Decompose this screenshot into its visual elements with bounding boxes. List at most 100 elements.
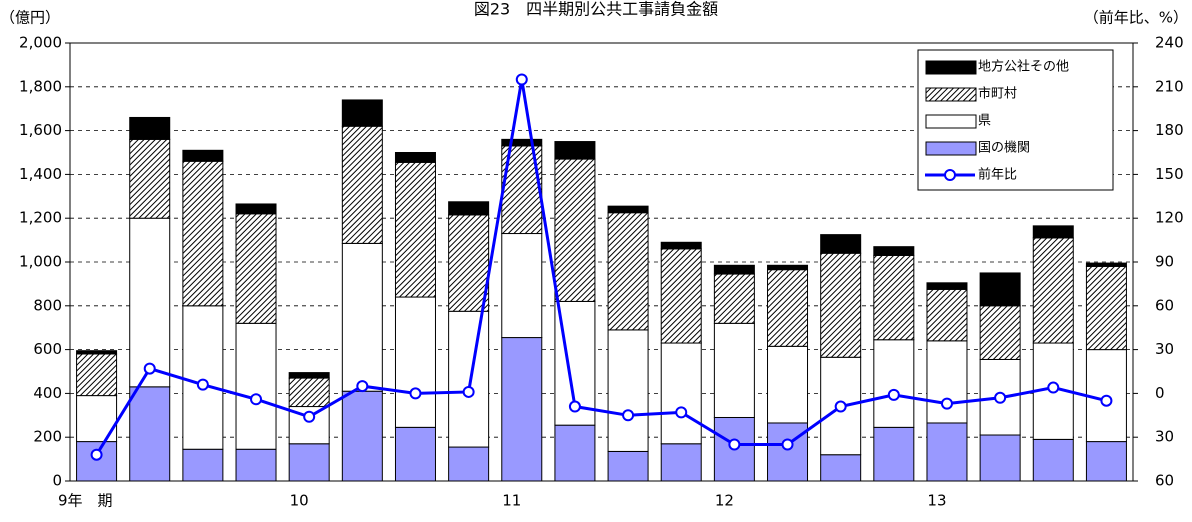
- legend-swatch: [925, 141, 977, 156]
- bar-segment: [820, 454, 862, 482]
- line-marker: [622, 409, 635, 422]
- bar-segment: [235, 322, 277, 450]
- bar-segment: [660, 342, 702, 445]
- bar-segment: [448, 310, 490, 448]
- legend-label: 市町村: [978, 86, 1017, 102]
- y-tick-label: 0: [52, 472, 62, 490]
- line-marker: [143, 362, 156, 375]
- line-marker: [1047, 381, 1060, 394]
- bar-segment: [235, 203, 277, 215]
- bar-segment: [607, 329, 649, 452]
- bar-segment: [288, 443, 330, 482]
- bar-segment: [394, 296, 436, 428]
- bar-segment: [182, 448, 224, 482]
- y-tick-label: 200: [33, 428, 62, 446]
- legend-label: 前年比: [978, 167, 1017, 183]
- bar-segment: [660, 248, 702, 344]
- legend-marker: [944, 169, 956, 181]
- line-marker: [250, 393, 263, 406]
- bar-segment: [182, 160, 224, 307]
- line-series: [95, 79, 1107, 456]
- legend-swatch: [925, 87, 977, 102]
- legend-label: 地方公社その他: [978, 59, 1069, 75]
- x-tick-label: 12: [715, 492, 734, 510]
- line-marker: [515, 73, 528, 86]
- x-tick-label: 11: [502, 492, 521, 510]
- line-marker: [728, 438, 741, 451]
- bar-segment: [607, 205, 649, 214]
- y-tick-label: 1,800: [19, 77, 62, 95]
- bar-segment: [820, 252, 862, 358]
- bar-segment: [235, 213, 277, 324]
- chart-title: 図23 四半期別公共工事請負金額: [474, 0, 718, 19]
- y-axis-label: （億円）: [0, 9, 60, 27]
- bar-segment: [341, 125, 383, 244]
- bar-segment: [129, 386, 171, 482]
- bar-segment: [448, 201, 490, 216]
- bar-segment: [448, 446, 490, 482]
- legend-swatch: [925, 60, 977, 75]
- y2-tick-label: 240: [1155, 34, 1184, 52]
- y2-tick-label: 90: [1155, 253, 1174, 271]
- line-marker: [940, 397, 953, 410]
- bar-segment: [607, 450, 649, 482]
- legend-label: 県: [978, 114, 991, 129]
- line-marker: [675, 406, 688, 419]
- bar-segment: [341, 242, 383, 392]
- y-tick-label: 600: [33, 340, 62, 358]
- bar-segment: [129, 138, 171, 219]
- bar-segment: [1085, 441, 1127, 482]
- bar-segment: [873, 254, 915, 341]
- bar-segment: [979, 272, 1021, 307]
- y-tick-label: 1,000: [19, 253, 62, 271]
- y2-tick-label: 60: [1155, 296, 1174, 314]
- bar-segment: [767, 422, 809, 482]
- line-marker: [781, 438, 794, 451]
- bar-segment: [235, 448, 277, 482]
- bar-segment: [979, 434, 1021, 482]
- bar-segment: [554, 141, 596, 160]
- line-marker: [834, 400, 847, 413]
- bar-segment: [182, 149, 224, 162]
- bar-segment: [288, 372, 330, 379]
- bar-segment: [341, 390, 383, 482]
- y2-axis-label: （前年比、%）: [1084, 9, 1188, 27]
- line-marker: [196, 378, 209, 391]
- bar-segment: [76, 441, 118, 482]
- y-tick-label: 2,000: [19, 34, 62, 52]
- bar-segment: [713, 264, 755, 275]
- line-marker: [1100, 394, 1113, 407]
- x-tick-label: 10: [290, 492, 309, 510]
- bar-segment: [713, 322, 755, 418]
- bar-segment: [501, 233, 543, 339]
- bar-segment: [767, 269, 809, 347]
- x-tick-label: 9年 期: [58, 492, 113, 510]
- y-tick-label: 400: [33, 384, 62, 402]
- bar-segment: [873, 246, 915, 256]
- bar-segment: [76, 350, 118, 355]
- bar-segment: [394, 161, 436, 298]
- bar-segment: [554, 424, 596, 482]
- bar-segment: [182, 305, 224, 450]
- bar-segment: [979, 305, 1021, 360]
- line-marker: [462, 385, 475, 398]
- bar-segment: [288, 377, 330, 408]
- bar-segment: [926, 422, 968, 482]
- y2-tick-label: 30: [1155, 340, 1174, 358]
- line-marker: [356, 380, 369, 393]
- bar-segment: [501, 138, 543, 147]
- y2-tick-label: 120: [1155, 209, 1184, 227]
- y2-tick-label: 30: [1155, 428, 1174, 446]
- bar-segment: [767, 345, 809, 424]
- bar-segment: [501, 337, 543, 482]
- bar-segment: [820, 234, 862, 254]
- bar-segment: [607, 212, 649, 331]
- y2-tick-label: 150: [1155, 165, 1184, 183]
- bar-segment: [713, 273, 755, 324]
- legend-swatch: [925, 114, 977, 129]
- bar-segment: [767, 264, 809, 271]
- bar-segment: [129, 217, 171, 388]
- bar-segment: [1085, 262, 1127, 267]
- line-marker: [568, 400, 581, 413]
- line-marker: [994, 391, 1007, 404]
